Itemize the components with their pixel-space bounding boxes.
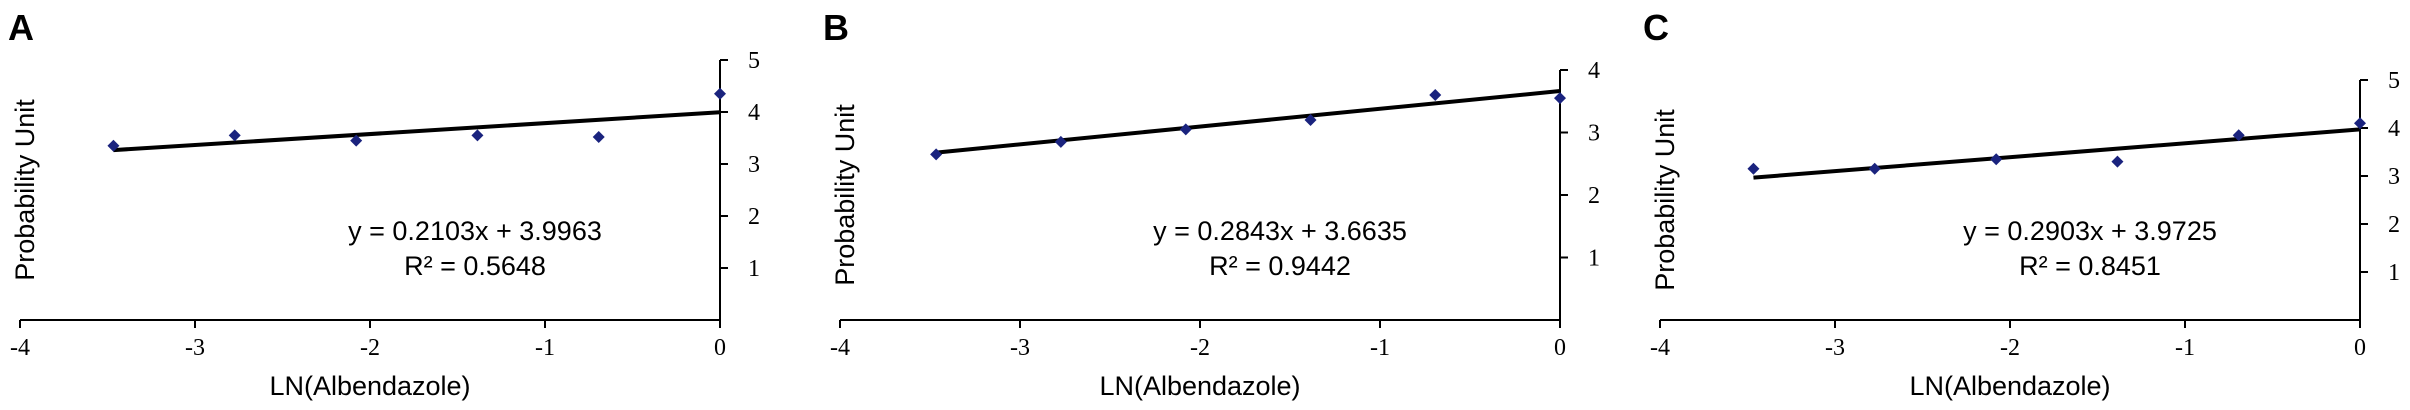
data-point <box>107 139 120 152</box>
y-axis-title: Probability Unit <box>1650 109 1680 291</box>
x-tick-label: 0 <box>714 335 726 361</box>
data-point <box>1429 89 1442 101</box>
panel-label: A <box>8 7 34 48</box>
x-tick-label: -3 <box>1010 335 1030 361</box>
y-axis-title: Probability Unit <box>10 99 40 281</box>
x-tick-label: -4 <box>10 335 30 361</box>
chart-panel-b: B -4 -3 -2 -1 0 1 2 3 4 LN(Albendazole) Probability… <box>820 0 1610 410</box>
chart-c: C -4 -3 -2 -1 0 1 2 3 4 5 LN(Albendazole) Probabilit… <box>1643 7 2400 401</box>
y-tick-label: 2 <box>1588 183 1600 209</box>
x-tick-label: 0 <box>2354 335 2366 361</box>
x-tick-label: -1 <box>535 335 555 361</box>
y-tick-label: 3 <box>1588 121 1600 147</box>
x-tick-label: -1 <box>1370 335 1390 361</box>
r-squared: R² = 0.8451 <box>2019 251 2161 281</box>
y-tick-label: 1 <box>1588 246 1600 272</box>
x-tick-label: -3 <box>185 335 205 361</box>
y-tick-label: 2 <box>748 204 760 230</box>
data-point <box>1554 92 1566 105</box>
x-tick-label: -3 <box>1825 335 1845 361</box>
panel-label: B <box>823 7 849 48</box>
x-tick-label: -2 <box>360 335 380 361</box>
x-tick-label: 0 <box>1554 335 1566 361</box>
data-point <box>1868 162 1881 175</box>
y-tick-label: 3 <box>748 152 760 178</box>
data-point <box>350 134 363 147</box>
x-axis-title: LN(Albendazole) <box>1099 371 1300 401</box>
trendline-equation: y = 0.2843x + 3.6635 <box>1153 216 1407 246</box>
data-point <box>592 130 605 143</box>
panel-label: C <box>1643 7 1669 48</box>
trendline <box>1753 127 2361 180</box>
y-tick-label: 4 <box>2388 116 2400 142</box>
data-point <box>2354 117 2366 130</box>
x-axis-title: LN(Albendazole) <box>269 371 470 401</box>
x-tick-label: -2 <box>2000 335 2020 361</box>
r-squared: R² = 0.9442 <box>1209 251 1351 281</box>
chart-panel-c: C -4 -3 -2 -1 0 1 2 3 4 5 LN(Albendazole) Probabilit… <box>1640 0 2410 410</box>
data-point <box>1179 123 1192 136</box>
chart-panel-a: A -4 -3 -2 -1 0 1 2 3 4 5 LN(Albendazole) Probabilit… <box>0 0 790 410</box>
data-point <box>228 129 241 142</box>
r-squared: R² = 0.5648 <box>404 251 546 281</box>
y-tick-label: 1 <box>2388 260 2400 286</box>
y-tick-label: 5 <box>748 48 760 74</box>
x-tick-label: -4 <box>830 335 850 361</box>
x-axis-title: LN(Albendazole) <box>1909 371 2110 401</box>
y-tick-label: 4 <box>748 100 760 126</box>
trendline-equation: y = 0.2903x + 3.9725 <box>1963 216 2217 246</box>
y-tick-label: 2 <box>2388 212 2400 238</box>
x-tick-label: -4 <box>1650 335 1670 361</box>
data-point <box>1054 135 1067 148</box>
x-tick-label: -1 <box>2175 335 2195 361</box>
chart-a: A -4 -3 -2 -1 0 1 2 3 4 5 LN(Albendazole) Probabilit… <box>8 7 760 401</box>
y-axis-title: Probability Unit <box>830 104 860 286</box>
data-point <box>2111 155 2124 168</box>
data-point <box>2232 129 2245 142</box>
chart-b: B -4 -3 -2 -1 0 1 2 3 4 LN(Albendazole) Probability… <box>823 7 1600 401</box>
data-point <box>930 148 943 161</box>
trendline-equation: y = 0.2103x + 3.9963 <box>348 216 602 246</box>
x-tick-label: -2 <box>1190 335 1210 361</box>
y-tick-label: 3 <box>2388 164 2400 190</box>
data-point <box>714 87 726 100</box>
trendline <box>113 110 721 153</box>
y-tick-label: 1 <box>748 256 760 282</box>
trendline <box>935 89 1561 155</box>
data-point <box>1990 153 2003 166</box>
data-point <box>1747 162 1760 175</box>
data-point <box>1304 114 1317 126</box>
data-point <box>471 129 484 142</box>
y-tick-label: 5 <box>2388 68 2400 94</box>
y-tick-label: 4 <box>1588 58 1600 84</box>
